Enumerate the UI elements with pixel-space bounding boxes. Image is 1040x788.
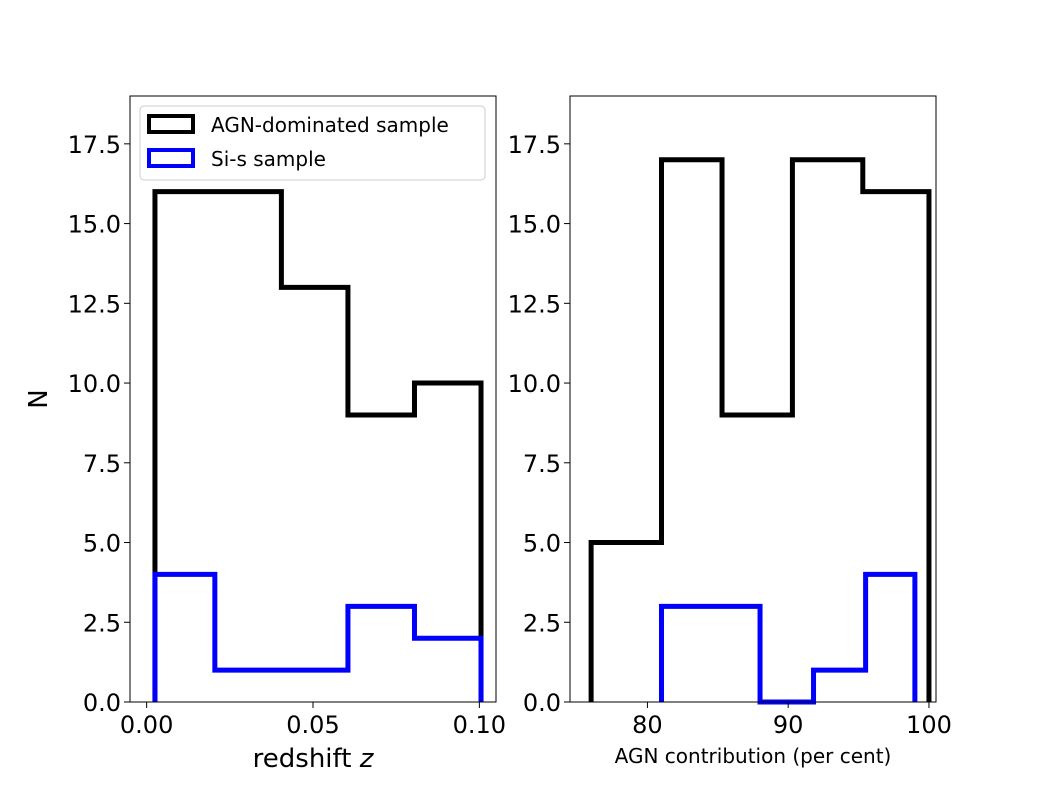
right-ytick-label: 10.0 xyxy=(508,370,561,398)
left-ytick-label: 0.0 xyxy=(83,689,121,717)
left-ytick-label: 2.5 xyxy=(83,609,121,637)
right-xtick-label: 80 xyxy=(632,711,663,739)
left-xtick-label: 0.00 xyxy=(120,711,173,739)
panel-redshift: 0.0 2.5 5.0 7.5 10.0 12.5 15.0 17.5 0.00 0.05 0.10… xyxy=(24,95,507,774)
legend-box xyxy=(139,105,486,181)
left-ytick-label: 17.5 xyxy=(68,131,121,159)
left-ytick-label: 12.5 xyxy=(68,290,121,318)
right-series-si-s-step xyxy=(659,571,918,705)
panel-agn-contribution: 0.0 2.5 5.0 7.5 10.0 12.5 15.0 17.5 80 90 100 AGN … xyxy=(508,95,952,768)
right-ytick-label: 12.5 xyxy=(508,290,561,318)
x-label-text: redshift xyxy=(253,744,352,774)
left-xtick-label: 0.10 xyxy=(453,711,506,739)
right-ticks: 0.0 2.5 5.0 7.5 10.0 12.5 15.0 17.5 80 90 100 xyxy=(508,131,952,739)
left-ytick-label: 10.0 xyxy=(68,370,121,398)
left-series-agn-dominated-step xyxy=(152,189,484,702)
right-xtick-label: 90 xyxy=(773,711,804,739)
left-ytick-label: 7.5 xyxy=(83,450,121,478)
right-ytick-label: 15.0 xyxy=(508,211,561,239)
right-ytick-label: 2.5 xyxy=(523,609,561,637)
left-series-si-s-step xyxy=(152,571,484,702)
right-x-axis-label: AGN contribution (per cent) xyxy=(615,744,892,768)
right-histograms xyxy=(588,157,932,705)
right-ytick-label: 17.5 xyxy=(508,131,561,159)
right-ytick-label: 5.0 xyxy=(523,530,561,558)
left-y-axis-label: N xyxy=(24,389,54,408)
right-series-agn-dominated-step xyxy=(588,157,932,702)
right-ytick-label: 0.0 xyxy=(523,689,561,717)
legend-label-agn: AGN-dominated sample xyxy=(211,113,449,137)
left-legend: AGN-dominated sample Si-s sample xyxy=(139,105,486,181)
left-xtick-label: 0.05 xyxy=(286,711,339,739)
right-xtick-label: 100 xyxy=(906,711,952,739)
legend-swatch-sis xyxy=(147,148,195,168)
right-ytick-label: 7.5 xyxy=(523,450,561,478)
left-ticks: 0.0 2.5 5.0 7.5 10.0 12.5 15.0 17.5 0.00 0.05 0.10 xyxy=(68,131,507,739)
x-label-variable: z xyxy=(359,744,375,774)
legend-label-sis: Si-s sample xyxy=(211,147,326,171)
right-axes-frame xyxy=(569,95,937,703)
left-ytick-label: 5.0 xyxy=(83,530,121,558)
left-histograms xyxy=(152,189,484,702)
left-ytick-label: 15.0 xyxy=(68,211,121,239)
left-x-axis-label: redshift z xyxy=(253,744,375,774)
legend-swatch-agn xyxy=(147,114,195,134)
